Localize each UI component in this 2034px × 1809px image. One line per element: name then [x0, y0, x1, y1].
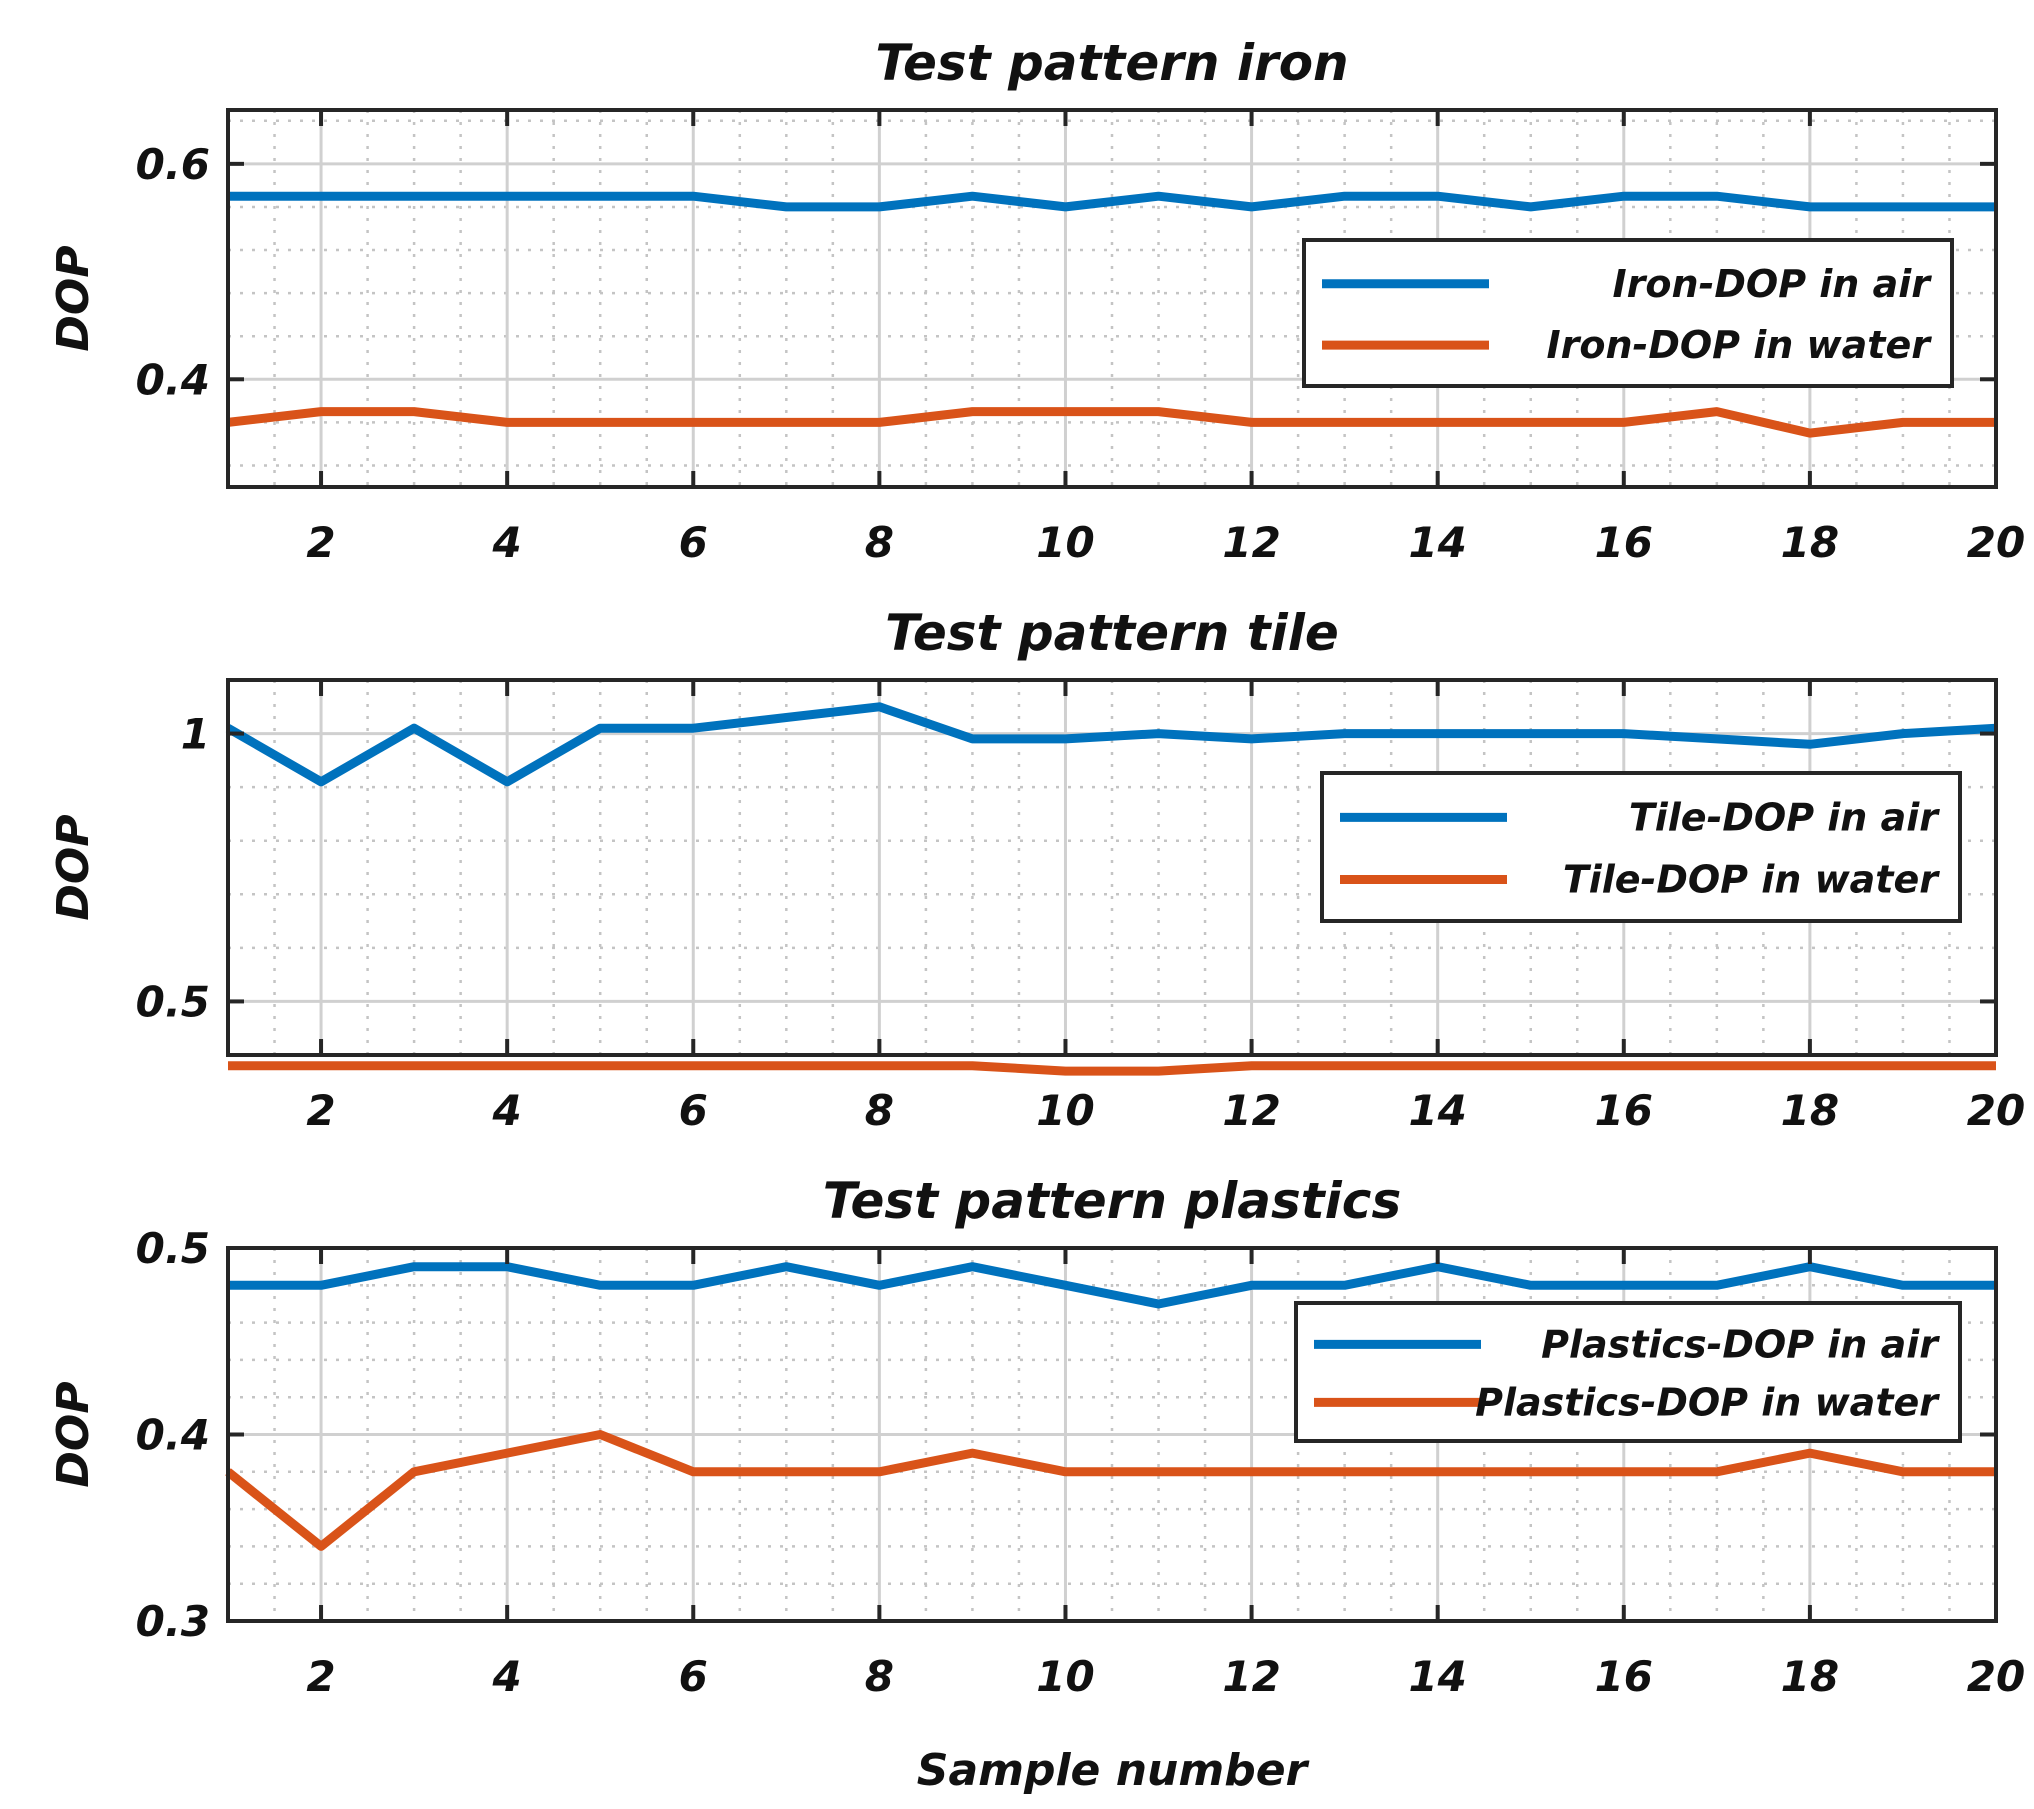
series-line-tile-dop-in-water: [228, 1061, 1996, 1076]
x-tick-label: 12: [1222, 1652, 1280, 1701]
y-tick-label: 0.4: [136, 1411, 210, 1460]
legend-label: Iron-DOP in air: [1613, 262, 1933, 306]
chart-panel-3: 2 4 6 8 10 12 14 16 18 20 0.3 0.4 0.5 Test pattern pl…: [48, 1172, 2025, 1701]
x-tick-label: 18: [1781, 1652, 1839, 1701]
series-line-iron-dop-in-air: [228, 191, 1996, 212]
legend-label: Plastics-DOP in water: [1475, 1380, 1940, 1424]
legend-label: Tile-DOP in air: [1629, 795, 1940, 839]
legend-label: Tile-DOP in water: [1563, 858, 1940, 902]
legend-label: Plastics-DOP in air: [1541, 1322, 1940, 1366]
chart-title: Test pattern iron: [875, 34, 1348, 92]
x-tick-label: 16: [1595, 518, 1653, 567]
y-tick-label: 0.5: [136, 977, 210, 1026]
x-tick-label: 10: [1036, 1652, 1094, 1701]
x-tick-label: 14: [1408, 518, 1466, 567]
axes-box: [226, 678, 1998, 1057]
chart-panel-1: 2 4 6 8 10 12 14 16 18 20 0.4 0.6 Test pattern iron D…: [48, 34, 2025, 567]
y-tick-label: 1: [181, 710, 210, 759]
x-tick-label: 2: [306, 1652, 335, 1701]
x-tick-label: 6: [679, 1652, 708, 1701]
legend-box: [1302, 238, 1954, 388]
legend-label: Iron-DOP in water: [1547, 323, 1933, 367]
y-axis-label: DOP: [48, 1381, 99, 1487]
x-tick-label: 14: [1408, 1086, 1466, 1135]
series-line-tile-dop-in-air: [225, 702, 1997, 787]
x-tick-label: 16: [1595, 1652, 1653, 1701]
x-tick-label: 4: [492, 1086, 522, 1135]
x-tick-label: 4: [492, 1652, 522, 1701]
x-tick-label: 16: [1595, 1086, 1653, 1135]
x-tick-label: 4: [492, 518, 522, 567]
legend: Iron-DOP in air Iron-DOP in water: [1302, 238, 1954, 388]
figure-xlabel: Sample number: [917, 1745, 1310, 1796]
x-tick-label: 2: [306, 1086, 335, 1135]
x-tick-label: 10: [1036, 518, 1094, 567]
legend: Tile-DOP in air Tile-DOP in water: [1320, 771, 1962, 923]
y-tick-label: 0.5: [136, 1224, 210, 1273]
y-axis-label: DOP: [48, 814, 99, 920]
chart-title: Test pattern tile: [885, 604, 1339, 662]
x-tick-label: 14: [1408, 1652, 1466, 1701]
legend-box: [1294, 1301, 1962, 1443]
x-tick-label: 10: [1036, 1086, 1094, 1135]
series-line-plastics-dop-in-air: [228, 1262, 1996, 1309]
x-tick-label: 6: [679, 518, 708, 567]
legend-box: [1320, 771, 1962, 923]
y-axis-label: DOP: [48, 245, 99, 351]
x-tick-label: 6: [679, 1086, 708, 1135]
legend: Plastics-DOP in air Plastics-DOP in water: [1294, 1301, 1962, 1443]
chart-panel-2: 2 4 6 8 10 12 14 16 18 20 0.5 1 Test pattern tile DOP…: [48, 604, 2025, 1135]
x-tick-label: 12: [1222, 518, 1280, 567]
x-tick-label: 8: [865, 1652, 894, 1701]
x-tick-label: 20: [1967, 518, 2025, 567]
chart-title: Test pattern plastics: [823, 1172, 1401, 1230]
x-tick-label: 18: [1781, 518, 1839, 567]
x-tick-label: 20: [1967, 1652, 2025, 1701]
x-tick-label: 12: [1222, 1086, 1280, 1135]
x-tick-label: 8: [865, 518, 894, 567]
y-tick-label: 0.4: [136, 355, 210, 404]
y-tick-label: 0.3: [136, 1597, 210, 1646]
series-line-iron-dop-in-water: [227, 407, 1996, 438]
x-tick-label: 20: [1967, 1086, 2025, 1135]
y-tick-label: 0.6: [136, 140, 210, 189]
axes-box: [226, 108, 1998, 489]
x-tick-label: 2: [306, 518, 335, 567]
x-tick-label: 8: [865, 1086, 894, 1135]
series-line-plastics-dop-in-water: [225, 1430, 1996, 1551]
x-tick-label: 18: [1781, 1086, 1839, 1135]
